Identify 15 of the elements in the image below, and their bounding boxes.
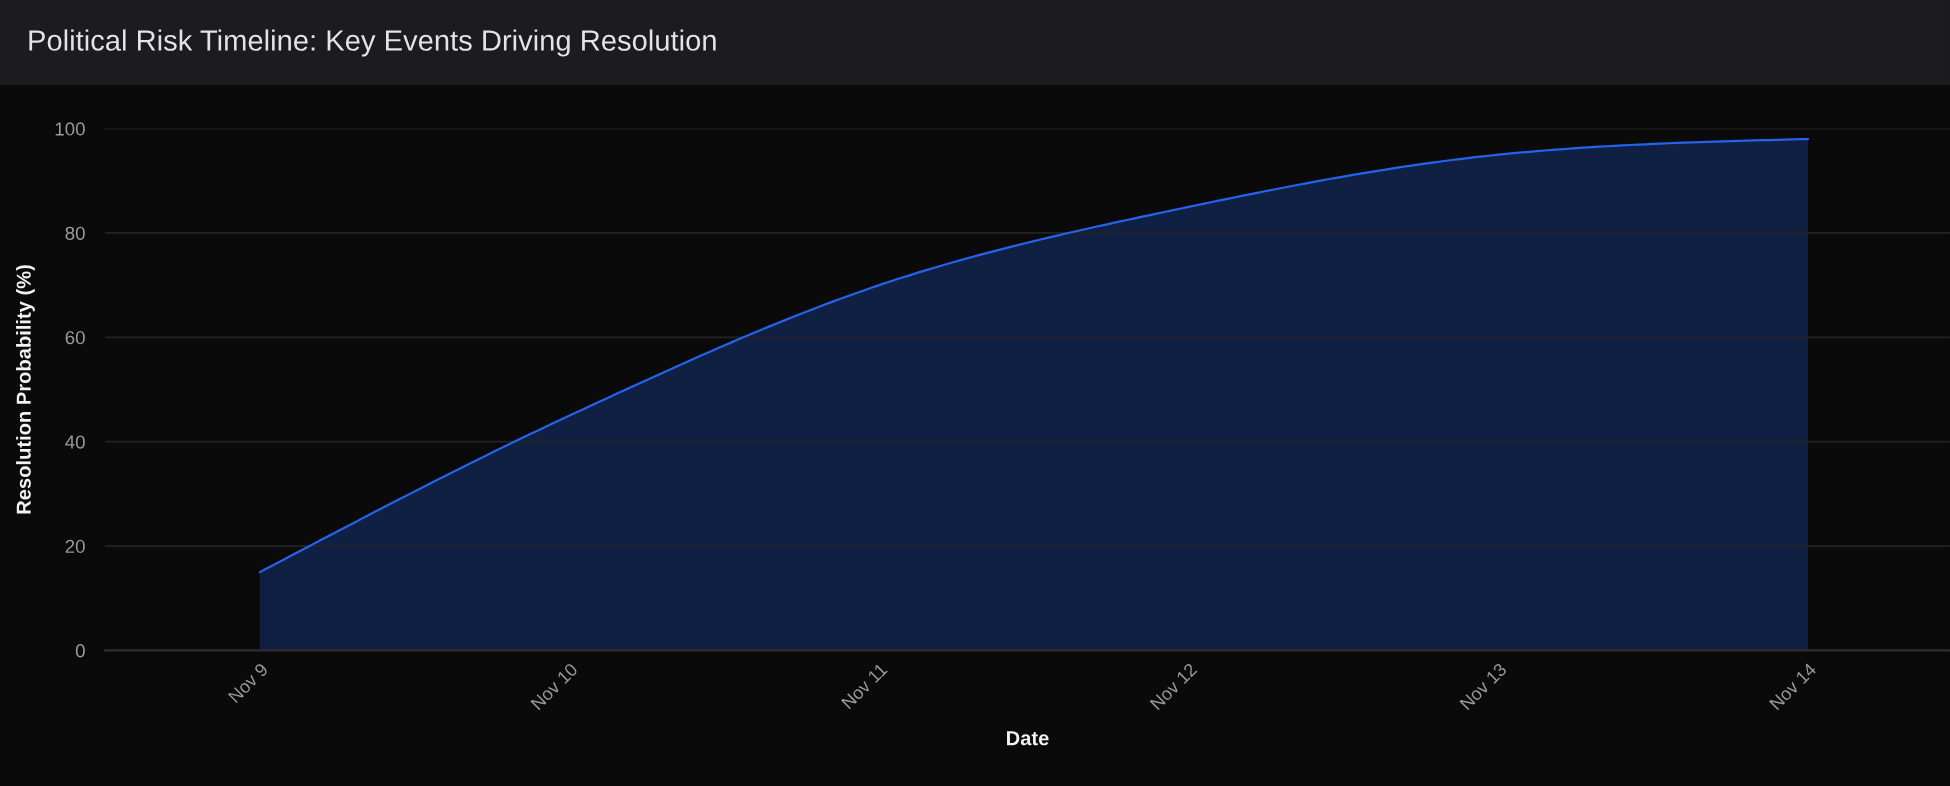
y-tick-label: 80 <box>65 226 85 240</box>
y-tick-label: 100 <box>55 122 85 136</box>
x-tick-label: Nov 13 <box>1459 662 1508 711</box>
chart-title: Political Risk Timeline: Key Events Driving Resolution <box>29 29 716 57</box>
y-tick-label: 0 <box>75 644 85 658</box>
y-tick-label: 60 <box>65 331 85 345</box>
x-tick-label: Nov 11 <box>841 662 888 710</box>
x-tick-label: Nov 10 <box>530 662 579 711</box>
x-tick-label: Nov 14 <box>1769 662 1818 711</box>
x-tick-label: Nov 12 <box>1149 662 1198 711</box>
y-tick-label: 40 <box>65 435 85 449</box>
x-tick-label: Nov 9 <box>227 662 269 704</box>
x-axis-title: Date <box>1007 731 1049 746</box>
y-tick-label: 20 <box>65 539 85 554</box>
y-axis-title: Resolution Probability (%) <box>16 265 35 514</box>
